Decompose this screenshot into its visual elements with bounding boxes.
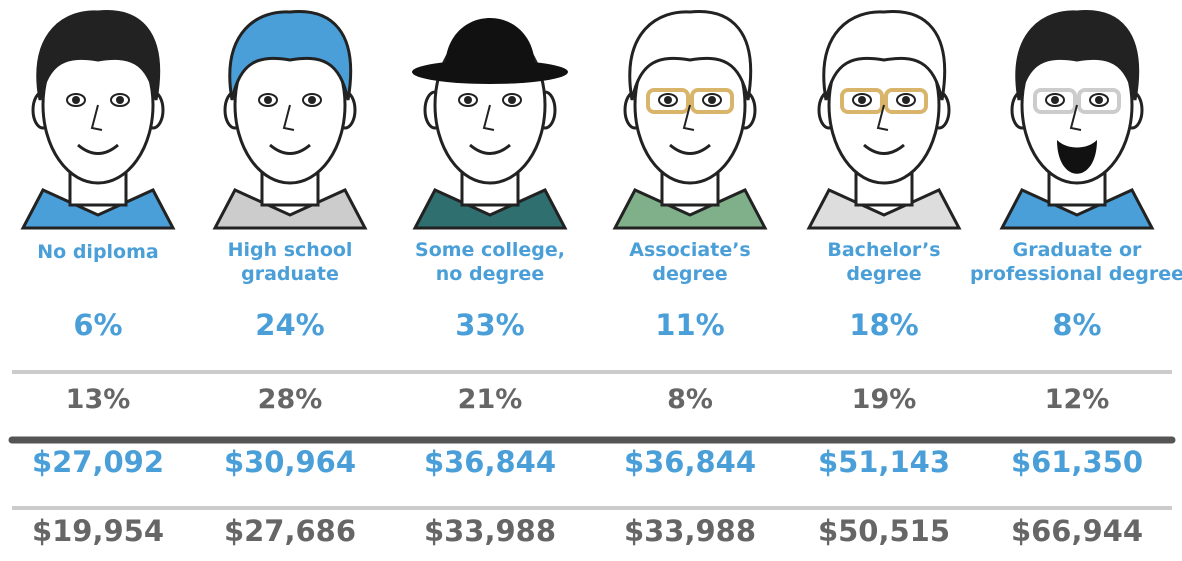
value: $30,964 [224, 445, 356, 479]
value: 8% [667, 384, 713, 415]
column-label: professional degree [970, 263, 1182, 285]
column-label: No diploma [37, 241, 158, 263]
value: $51,143 [818, 445, 950, 479]
face-illustration [1002, 12, 1152, 228]
value: 21% [458, 384, 523, 415]
face-illustration [615, 12, 765, 228]
face-illustration [215, 12, 365, 228]
value: $66,944 [1011, 514, 1143, 548]
value: $33,988 [424, 514, 556, 548]
face-illustration [412, 18, 568, 228]
value: $19,954 [32, 514, 164, 548]
value: $50,515 [818, 514, 950, 548]
pupil [664, 96, 672, 104]
value: 28% [258, 384, 323, 415]
face-illustration [809, 12, 959, 228]
pupil [264, 96, 272, 104]
column-label: degree [652, 263, 727, 285]
value: 8% [1052, 308, 1101, 342]
pupil [1095, 96, 1103, 104]
value: 6% [73, 308, 122, 342]
value: $27,686 [224, 514, 356, 548]
hat [445, 18, 535, 72]
column-label: Associate’s [629, 239, 750, 261]
value: 13% [66, 384, 131, 415]
value: $36,844 [624, 445, 756, 479]
column-label: High school [228, 239, 353, 261]
value: 19% [852, 384, 917, 415]
column-label: graduate [241, 263, 339, 285]
pupil [72, 96, 80, 104]
value: 18% [849, 308, 918, 342]
pupil [464, 96, 472, 104]
face-illustration [23, 12, 173, 228]
pupil [1051, 96, 1059, 104]
value: 24% [255, 308, 324, 342]
pupil [858, 96, 866, 104]
column-label: Bachelor’s [827, 239, 940, 261]
pupil [116, 96, 124, 104]
column-label: no degree [436, 263, 544, 285]
value: 11% [655, 308, 724, 342]
column-label: Some college, [415, 239, 565, 261]
column-label: degree [846, 263, 921, 285]
infographic: No diploma 6% 13% $27,092 $19,954 High school… [0, 0, 1182, 561]
pupil [508, 96, 516, 104]
pupil [708, 96, 716, 104]
value: $61,350 [1011, 445, 1143, 479]
value: 12% [1045, 384, 1110, 415]
value: $36,844 [424, 445, 556, 479]
value: $33,988 [624, 514, 756, 548]
pupil [308, 96, 316, 104]
value: $27,092 [32, 445, 164, 479]
column-label: Graduate or [1013, 239, 1142, 261]
pupil [902, 96, 910, 104]
value: 33% [455, 308, 524, 342]
